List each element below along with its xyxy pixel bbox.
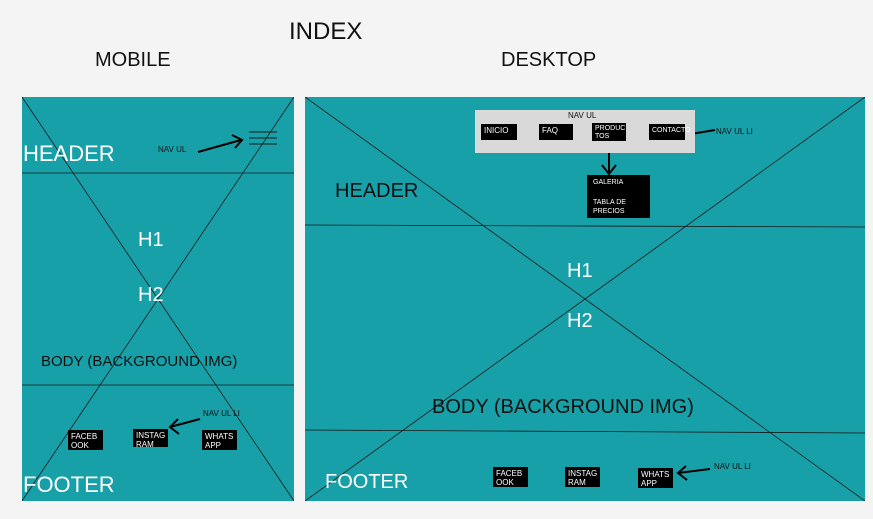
desktop-nav-title: NAV UL bbox=[568, 111, 597, 120]
mobile-header-label: HEADER bbox=[23, 141, 115, 166]
mobile-h1-label: H1 bbox=[138, 229, 164, 251]
desktop-wireframe: NAV UL INICIO FAQ PRODUC TOS CONTACTO NA… bbox=[305, 97, 865, 501]
mobile-body-label: BODY (BACKGROUND IMG) bbox=[41, 353, 238, 370]
nav-arrow-icon bbox=[197, 134, 244, 153]
mobile-footer-label: FOOTER bbox=[23, 472, 115, 497]
desktop-nav-item-productos[interactable]: PRODUC TOS bbox=[592, 123, 626, 141]
mobile-h2-label: H2 bbox=[138, 284, 164, 306]
mobile-footer-nav-annotation: NAV UL LI bbox=[203, 409, 240, 418]
desktop-footer-nav-annotation: NAV UL LI bbox=[714, 462, 751, 471]
mobile-wireframe: HEADER NAV UL H1 H2 BODY (BACKGROUND IMG… bbox=[22, 97, 294, 501]
page-title: INDEX bbox=[289, 18, 363, 45]
desktop-wireframe-lines bbox=[305, 97, 865, 501]
mobile-footer-link-instagram[interactable]: INSTAG RAM bbox=[133, 429, 168, 449]
mobile-heading: MOBILE bbox=[95, 49, 171, 71]
desktop-footer-link-whatsapp[interactable]: WHATS APP bbox=[638, 468, 673, 488]
mobile-wireframe-lines bbox=[22, 97, 294, 501]
desktop-h1-label: H1 bbox=[567, 260, 593, 282]
desktop-nav-item-faq[interactable]: FAQ bbox=[539, 124, 573, 140]
desktop-h2-label: H2 bbox=[567, 310, 593, 332]
desktop-dropdown-menu: GALERIA TABLA DE PRECIOS bbox=[587, 175, 650, 218]
desktop-heading: DESKTOP bbox=[501, 49, 597, 71]
desktop-footer-link-instagram[interactable]: INSTAG RAM bbox=[565, 467, 600, 487]
desktop-body-label: BODY (BACKGROUND IMG) bbox=[432, 396, 694, 418]
mobile-footer-link-whatsapp[interactable]: WHATS APP bbox=[202, 430, 237, 450]
desktop-header-label: HEADER bbox=[335, 180, 419, 202]
mobile-footer-link-facebook[interactable]: FACEB OOK bbox=[68, 430, 103, 450]
footer-nav-arrow-icon bbox=[168, 418, 201, 435]
desktop-nav-annotation: NAV UL LI bbox=[716, 127, 753, 136]
footer-nav-arrow-icon bbox=[676, 465, 711, 481]
hamburger-menu-icon bbox=[249, 131, 277, 145]
desktop-nav-item-inicio[interactable]: INICIO bbox=[481, 124, 517, 140]
desktop-footer-link-facebook[interactable]: FACEB OOK bbox=[493, 467, 528, 487]
desktop-footer-label: FOOTER bbox=[325, 471, 409, 493]
dropdown-item-tabla-de-precios[interactable]: TABLA DE PRECIOS bbox=[593, 199, 626, 215]
mobile-nav-annotation: NAV UL bbox=[158, 145, 187, 154]
desktop-nav-item-contacto[interactable]: CONTACTO bbox=[649, 124, 691, 140]
dropdown-item-galeria[interactable]: GALERIA bbox=[593, 179, 624, 186]
